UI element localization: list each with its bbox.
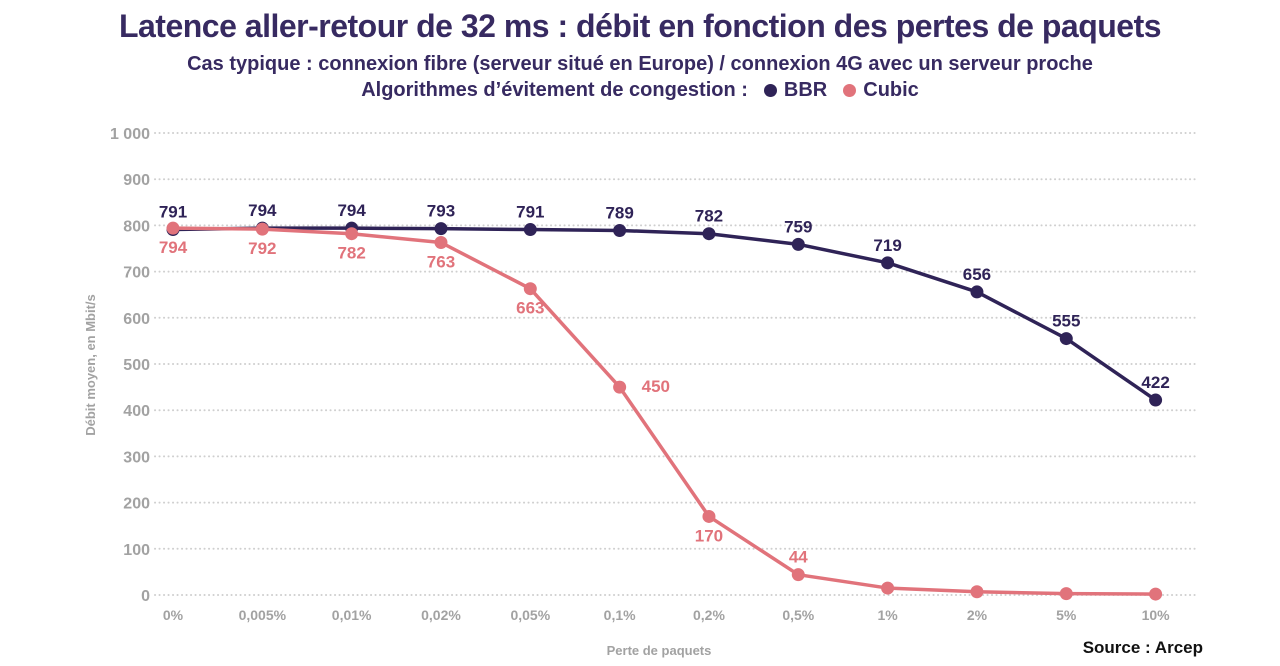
cubic-data-point: [613, 380, 627, 394]
bbr-data-point: [702, 227, 716, 241]
x-tick-label: 0,005%: [239, 607, 287, 623]
x-tick-labels: 0% 0,005% 0,01% 0,02% 0,05% 0,1% 0,2% 0,5% 1% 2% 5…: [163, 607, 1170, 623]
cubic-data-point: [345, 227, 359, 241]
cubic-data-label: 44: [789, 548, 808, 567]
cubic-data-point: [434, 235, 448, 249]
y-tick-label: 600: [123, 311, 150, 328]
cubic-data-point: [166, 221, 180, 235]
bbr-data-label: 656: [963, 265, 991, 284]
cubic-data-label: 794: [159, 238, 188, 257]
bbr-data-label: 794: [248, 201, 277, 220]
cubic-data-label: 792: [248, 239, 276, 258]
chart-title: Latence aller-retour de 32 ms : débit en…: [118, 8, 1162, 44]
x-tick-label: 0,1%: [604, 607, 636, 623]
legend-title: Algorithmes d’évitement de congestion :: [361, 79, 748, 101]
x-tick-label: 0,05%: [510, 607, 550, 623]
bbr-data-label: 422: [1141, 373, 1169, 392]
x-tick-label: 5%: [1056, 607, 1077, 623]
y-tick-label: 100: [123, 542, 150, 559]
cubic-data-point: [1059, 587, 1073, 601]
series-cubic: 794 792 782 763 663 450 170 44: [159, 221, 1163, 601]
cubic-data-label: 663: [516, 299, 544, 318]
y-tick-label: 500: [123, 357, 150, 374]
cubic-data-label: 450: [642, 377, 670, 396]
bbr-data-label: 793: [427, 202, 455, 221]
bbr-data-point: [791, 237, 805, 251]
chart-subtitle: Cas typique : connexion fibre (serveur s…: [187, 53, 1093, 75]
cubic-data-label: 170: [695, 526, 723, 545]
legend: Algorithmes d’évitement de congestion : …: [0, 79, 1280, 102]
legend-item-bbr: BBR: [763, 79, 828, 102]
x-tick-label: 0,2%: [693, 607, 725, 623]
cubic-data-point: [881, 581, 895, 595]
x-tick-label: 1%: [878, 607, 899, 623]
bbr-data-label: 759: [784, 217, 812, 236]
legend-label-bbr: BBR: [783, 79, 828, 101]
x-tick-label: 10%: [1142, 607, 1171, 623]
y-gridlines: [154, 132, 1198, 596]
bbr-data-label: 555: [1052, 312, 1080, 331]
cubic-data-point: [791, 568, 805, 582]
x-tick-label: 0,5%: [782, 607, 814, 623]
y-tick-label: 800: [123, 218, 150, 235]
source-note: Source : Arcep: [1082, 638, 1203, 657]
cubic-data-point: [255, 222, 269, 236]
y-axis-title: Débit moyen, en Mbit/s: [83, 294, 98, 436]
y-tick-label: 0: [141, 588, 150, 605]
y-tick-labels: 0 100 200 300 400 500 600 700 800 900 1 000: [110, 126, 150, 605]
x-axis-title: Perte de paquets: [607, 643, 712, 658]
bbr-data-point: [1149, 393, 1163, 407]
cubic-series-dot-icon: [843, 84, 857, 97]
x-tick-label: 0,02%: [421, 607, 461, 623]
cubic-data-point: [1149, 587, 1163, 601]
y-tick-label: 1 000: [110, 126, 150, 143]
bbr-data-label: 719: [873, 236, 901, 255]
bbr-line: [171, 226, 1158, 402]
legend-label-cubic: Cubic: [863, 79, 919, 101]
bbr-data-point: [881, 256, 895, 270]
y-tick-label: 900: [123, 172, 150, 189]
cubic-data-point: [970, 585, 984, 599]
x-tick-label: 0%: [163, 607, 184, 623]
cubic-data-label: 763: [427, 252, 455, 271]
cubic-data-label: 782: [337, 244, 365, 263]
cubic-data-point: [702, 509, 716, 523]
bbr-data-label: 789: [605, 203, 633, 222]
y-tick-label: 300: [123, 449, 150, 466]
y-tick-label: 400: [123, 403, 150, 420]
bbr-data-point: [1059, 332, 1073, 346]
bbr-data-point: [523, 223, 537, 237]
cubic-data-point: [523, 282, 537, 296]
bbr-data-label: 791: [159, 203, 187, 222]
bbr-series-dot-icon: [763, 84, 777, 97]
y-tick-label: 200: [123, 496, 150, 513]
bbr-data-point: [434, 222, 448, 236]
bbr-data-label: 794: [337, 201, 366, 220]
bbr-data-point: [613, 223, 627, 237]
x-tick-label: 2%: [967, 607, 988, 623]
bbr-data-label: 782: [695, 207, 723, 226]
x-tick-label: 0,01%: [332, 607, 372, 623]
legend-item-cubic: Cubic: [843, 79, 919, 102]
bbr-data-point: [970, 285, 984, 299]
bbr-data-label: 791: [516, 203, 544, 222]
cubic-line: [171, 226, 1158, 596]
y-tick-label: 700: [123, 265, 150, 282]
